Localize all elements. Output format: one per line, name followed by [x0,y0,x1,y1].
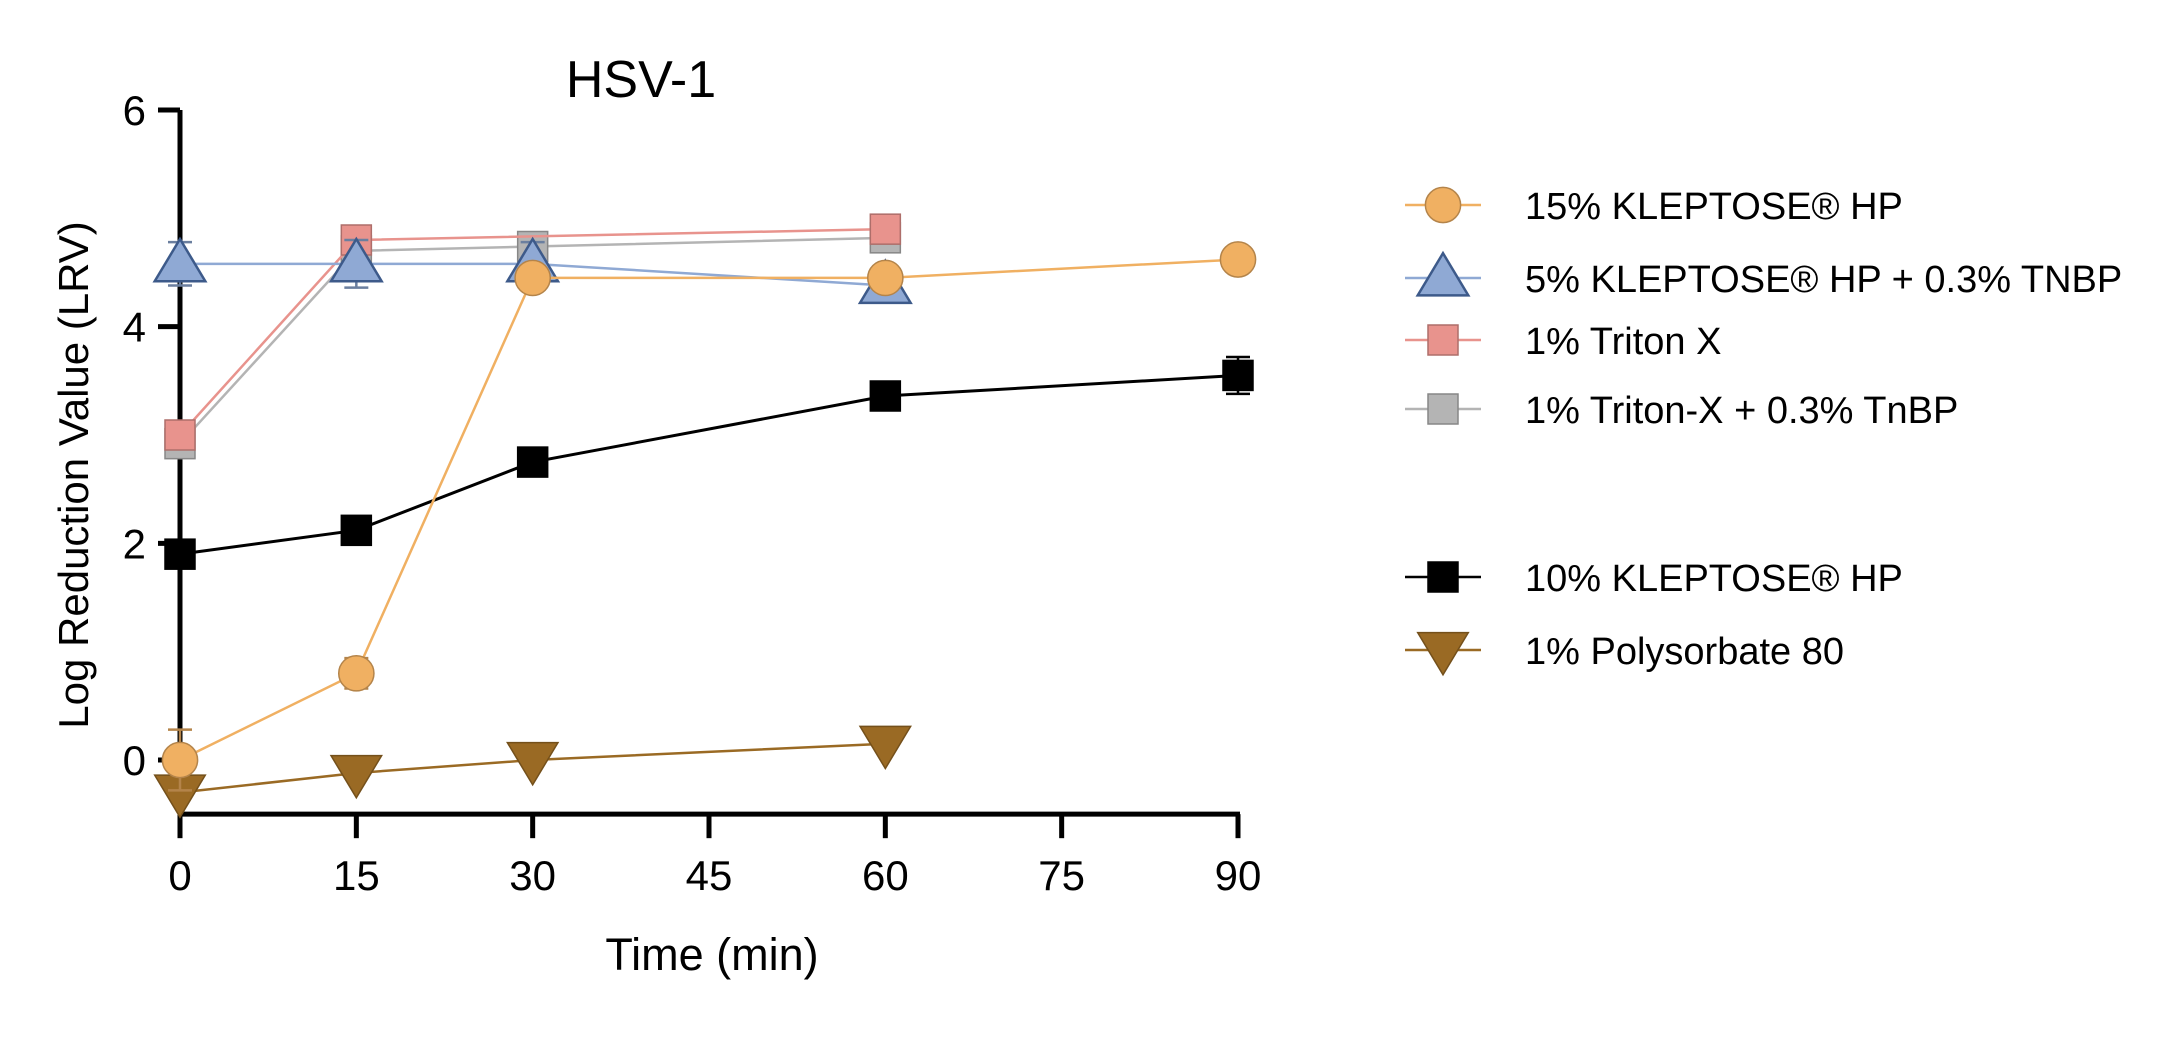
legend-item: 15% KLEPTOSE® HP [1405,186,1903,228]
marker-circle [866,259,904,297]
marker-square [1222,359,1254,392]
marker-circle [1424,186,1462,224]
series-4 [164,355,1254,570]
legend-item: 10% KLEPTOSE® HP [1405,558,1903,600]
marker-circle [1219,241,1257,278]
legend-label: 15% KLEPTOSE® HP [1525,186,1903,228]
marker-square [869,213,902,245]
y-tick-label: 4 [123,304,146,351]
marker-triangle-up [328,236,384,283]
series-line [179,742,886,794]
series-line [180,262,886,287]
series-line [179,373,1239,556]
marker-triangle-down [329,754,383,800]
x-tick-label: 75 [1038,852,1085,899]
x-tick-label: 60 [862,852,909,899]
legend-label: 1% Triton-X + 0.3% TnBP [1525,390,1958,432]
legend-label: 1% Triton X [1525,321,1721,363]
series-0 [161,241,1257,792]
series-layer [152,213,1257,819]
marker-square [164,538,196,570]
legend-label: 1% Polysorbate 80 [1525,631,1844,673]
marker-square [340,514,373,547]
marker-square [516,446,549,478]
series-5 [153,725,912,819]
series-line [179,236,886,445]
y-tick-label: 6 [123,87,146,134]
marker-circle [337,654,375,692]
marker-triangle-down [1416,631,1470,677]
y-tick-label: 0 [123,737,146,784]
legend-label: 5% KLEPTOSE® HP + 0.3% TNBP [1525,259,2122,301]
x-tick-label: 0 [168,852,191,899]
legend-label: 10% KLEPTOSE® HP [1525,558,1903,600]
legend-item: 1% Polysorbate 80 [1405,631,1844,677]
y-axis-label: Log Reduction Value (LRV) [50,221,97,728]
marker-square [869,380,902,412]
legend-item: 1% Triton-X + 0.3% TnBP [1405,390,1958,432]
y-tick-label: 2 [123,520,146,567]
x-tick-label: 45 [686,852,733,899]
marker-square [164,419,196,451]
marker-square [1427,324,1459,356]
marker-triangle-up [1415,250,1471,297]
marker-circle [514,259,552,297]
chart-title: HSV-1 [566,51,716,109]
x-axis-label: Time (min) [605,929,818,980]
x-tick-label: 90 [1215,852,1262,899]
legend-item: 5% KLEPTOSE® HP + 0.3% TNBP [1405,250,2122,301]
legend: 15% KLEPTOSE® HP 5% KLEPTOSE® HP + 0.3% T… [1405,186,2122,677]
marker-square [1427,561,1459,593]
legend-item: 1% Triton X [1405,321,1721,363]
marker-triangle-up [152,236,208,283]
x-tick-label: 15 [333,852,380,899]
marker-triangle-down [506,741,560,787]
marker-triangle-down [858,725,912,771]
marker-circle [161,741,199,779]
series-line [179,258,1239,762]
x-tick-label: 30 [509,852,556,899]
marker-square [1427,393,1459,425]
